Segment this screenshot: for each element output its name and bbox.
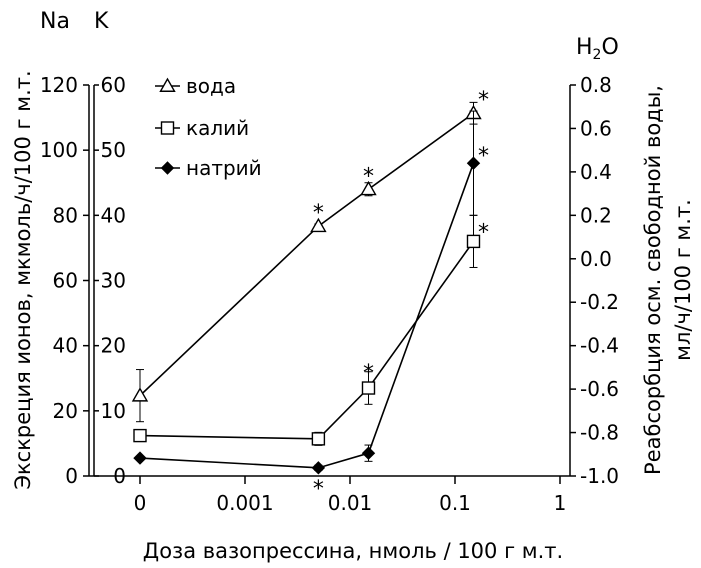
- h2o-tick-label: -0.4: [580, 334, 619, 358]
- h2o-tick-label: -1.0: [580, 464, 619, 488]
- na-axis-header: Na: [40, 9, 70, 34]
- na-tick-label: 60: [53, 269, 78, 293]
- k-axis-header: K: [94, 9, 109, 34]
- significance-star: *: [313, 201, 324, 226]
- h2o-tick-label: -0.2: [580, 290, 619, 314]
- series-diamond: **: [133, 110, 489, 502]
- x-axis-title: Доза вазопрессина, нмоль / 100 г м.т.: [143, 539, 563, 563]
- significance-star: *: [363, 361, 374, 386]
- axes: 0 0.001 0.01 0.1 102040608010012001020304050…: [40, 73, 619, 515]
- data-point: [311, 432, 326, 446]
- k-tick-label: 20: [101, 334, 126, 358]
- h2o-tick-label: 0.4: [580, 160, 612, 184]
- data-point: [361, 446, 376, 460]
- significance-star: *: [363, 164, 374, 189]
- series-line: [139, 112, 474, 397]
- legend-label: вода: [186, 74, 236, 98]
- data-point: [310, 217, 327, 233]
- x-tick-label: 0.01: [328, 491, 373, 515]
- h2o-axis-header: H2O: [576, 35, 619, 63]
- series-line: [139, 162, 475, 469]
- legend-marker: [160, 121, 175, 135]
- data-point: [133, 428, 147, 443]
- series-line: [139, 240, 475, 440]
- legend-item-square: калий: [155, 116, 249, 140]
- na-tick-label: 80: [53, 203, 78, 227]
- x-tick-label: 0.001: [216, 491, 273, 515]
- data-point: [466, 156, 481, 170]
- na-tick-label: 120: [40, 73, 78, 97]
- data-point: [360, 180, 377, 196]
- k-tick-label: 50: [101, 138, 126, 162]
- x-tick-label: 1: [554, 491, 567, 515]
- significance-star: *: [478, 88, 489, 113]
- h2o-tick-label: 0.0: [580, 247, 612, 271]
- legend-label: натрий: [186, 156, 262, 180]
- k-tick-label: 0: [113, 464, 126, 488]
- x-tick-label: 0.1: [439, 491, 471, 515]
- legend-label: калий: [186, 116, 249, 140]
- y-axis-title-right-line2: мл/ч/100 г м.т.: [671, 199, 695, 361]
- series-square: **: [133, 214, 489, 446]
- na-tick-label: 0: [65, 464, 78, 488]
- data-point: [361, 381, 376, 395]
- data-point: [311, 461, 326, 475]
- k-tick-label: 40: [101, 203, 126, 227]
- h2o-tick-label: -0.6: [580, 377, 619, 401]
- k-tick-label: 60: [101, 73, 126, 97]
- na-tick-label: 20: [53, 399, 78, 423]
- series-triangle: * * *: [131, 88, 489, 423]
- data-point: [466, 234, 481, 249]
- significance-star: *: [478, 144, 489, 169]
- k-tick-label: 10: [101, 399, 126, 423]
- legend-item-triangle: вода: [155, 74, 236, 98]
- y-axis-title-left: Экскреция ионов, мкмоль/ч/100 г м.т.: [11, 70, 35, 489]
- h2o-tick-label: 0.8: [580, 73, 612, 97]
- legend-item-diamond: натрий: [155, 156, 262, 180]
- h2o-tick-label: 0.6: [580, 116, 612, 140]
- x-tick-label: 0: [134, 491, 147, 515]
- k-tick-label: 30: [101, 269, 126, 293]
- na-tick-label: 100: [40, 138, 78, 162]
- significance-star: *: [478, 220, 489, 245]
- legend: вода калий натрий: [155, 74, 262, 180]
- series-group: *******: [131, 88, 489, 502]
- h2o-tick-label: 0.2: [580, 203, 612, 227]
- y-axis-title-right-line1: Реабсорбция осм. свободной воды,: [641, 85, 665, 475]
- legend-marker: [160, 161, 175, 175]
- h2o-tick-label: -0.8: [580, 421, 619, 445]
- legend-marker: [159, 77, 176, 92]
- significance-star: *: [313, 477, 324, 502]
- na-tick-label: 40: [53, 334, 78, 358]
- data-point: [131, 387, 149, 402]
- data-point: [133, 451, 147, 465]
